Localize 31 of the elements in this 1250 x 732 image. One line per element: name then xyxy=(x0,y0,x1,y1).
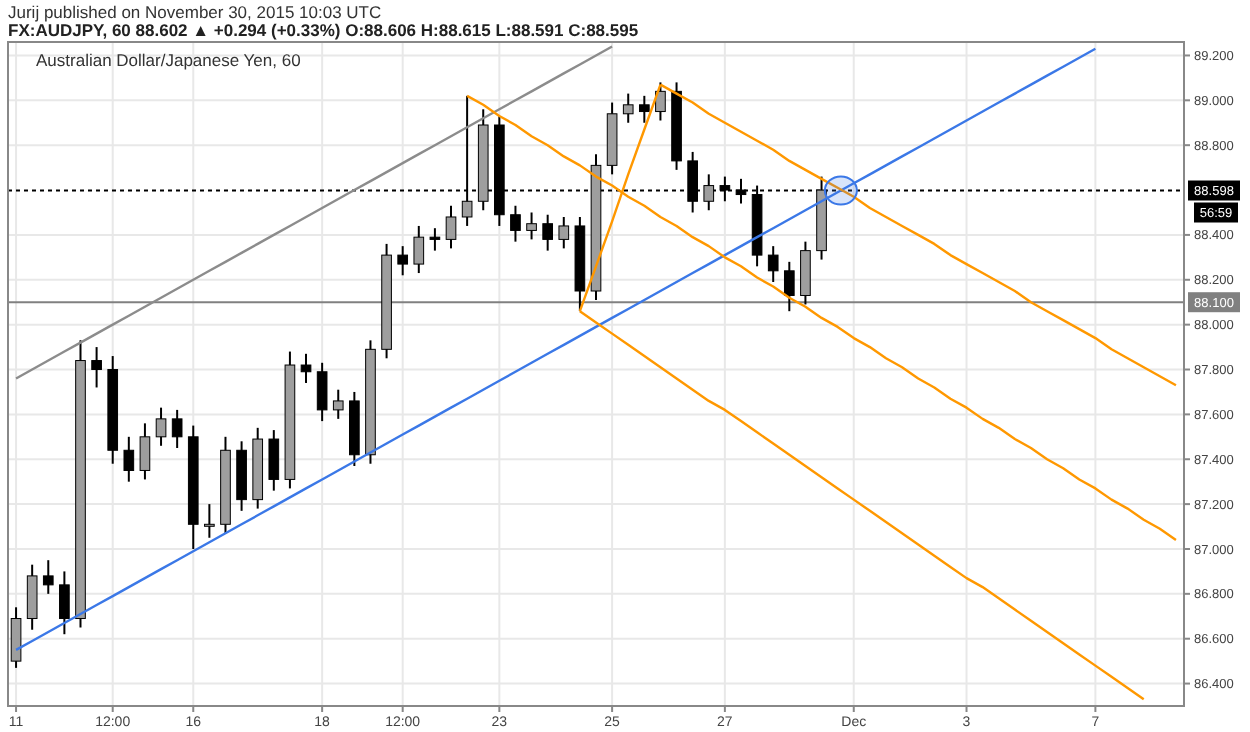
candlestick xyxy=(767,245,779,284)
candlestick xyxy=(123,435,135,483)
text: Australian Dollar/Japanese Yen, 60 xyxy=(36,50,302,70)
candlestick xyxy=(59,570,70,636)
candlestick xyxy=(526,211,537,241)
candlestick xyxy=(800,240,811,306)
candlestick xyxy=(558,215,570,250)
candlestick xyxy=(155,406,167,447)
candlestick xyxy=(655,81,666,122)
candlestick xyxy=(139,422,151,481)
candlestick xyxy=(783,260,795,313)
candlestick xyxy=(316,361,328,423)
candlestick xyxy=(26,563,38,631)
candlestick xyxy=(10,606,22,669)
candlestick xyxy=(429,227,441,252)
candlestick xyxy=(445,204,457,250)
candlestick xyxy=(204,503,215,539)
candlestick xyxy=(300,352,312,384)
candlestick xyxy=(268,429,280,492)
candlestick xyxy=(332,388,344,420)
chart-subtitle: FX:AUDJPY, 60 88.602 ▲ +0.294 (+0.33%) O:88.606 H:88.615 L:88.591 C:88.595 xyxy=(8,20,639,40)
candlestick xyxy=(42,559,54,595)
candlestick xyxy=(639,94,650,124)
text: Jurij published on November 30, 2015 10:03 UTC xyxy=(8,2,382,22)
candlestick xyxy=(397,245,409,277)
candlestick xyxy=(171,408,183,450)
candlestick xyxy=(622,92,634,124)
candlestick xyxy=(510,204,521,243)
candlestick xyxy=(413,224,425,275)
candlestick xyxy=(91,346,102,389)
candlestick xyxy=(542,213,553,252)
